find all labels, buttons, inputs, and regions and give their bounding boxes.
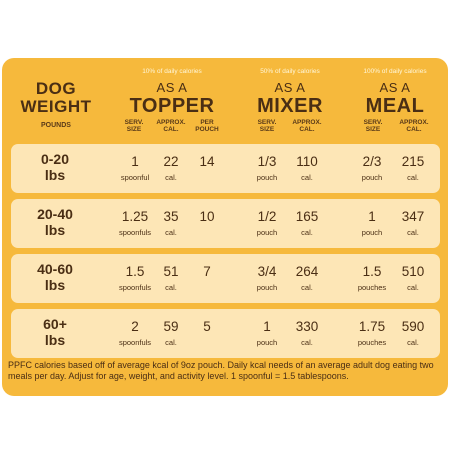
cell-t-cal-u: cal.: [165, 338, 177, 347]
cell-e-cal-u: cal.: [407, 173, 419, 182]
cell-e-serv-u: pouch: [361, 228, 383, 237]
cell-t-serv: 1.25: [121, 209, 149, 224]
cell-t-pouch: 7: [203, 264, 211, 279]
cell-e-serv: 1: [368, 209, 376, 224]
cell-e-serv-u: pouch: [361, 173, 383, 182]
weight-range: 60+ lbs: [43, 316, 67, 349]
cell-m-serv: 1/3: [257, 154, 277, 169]
meal-title: MEAL: [365, 95, 425, 117]
cell-m-cal: 330: [295, 319, 319, 334]
meal-note: 100% of daily calories: [363, 68, 427, 75]
weight-range: 0-20 lbs: [40, 151, 70, 184]
mixer-serv-header: SERV. SIZE: [257, 119, 277, 133]
dog-weight-line1: DOG: [35, 79, 77, 98]
cell-t-cal: 22: [163, 154, 179, 169]
meal-serv-header: SERV. SIZE: [363, 119, 383, 133]
topper-as-a: AS A: [156, 80, 188, 95]
cell-m-cal: 264: [295, 264, 319, 279]
topper-serv-header: SERV. SIZE: [124, 119, 144, 133]
cell-e-serv-u: pouches: [357, 283, 387, 292]
cell-t-serv-u: spoonfuls: [118, 228, 152, 237]
cell-t-serv-u: spoonful: [120, 173, 150, 182]
topper-note: 10% of daily calories: [142, 68, 202, 75]
table-row: 60+ lbs 2 spoonfuls 59 cal. 5 1 pouch 330 cal. 1.75…: [11, 309, 440, 358]
mixer-as-a: AS A: [274, 80, 306, 95]
topper-title: TOPPER: [129, 95, 215, 117]
cell-e-serv: 1.5: [362, 264, 382, 279]
footnote: PPFC calories based off of average kcal …: [8, 360, 434, 382]
cell-t-pouch: 10: [199, 209, 215, 224]
weight-range: 20-40 lbs: [37, 206, 73, 239]
cell-t-serv: 1: [131, 154, 139, 169]
cell-m-cal-u: cal.: [301, 338, 313, 347]
cell-e-cal: 347: [401, 209, 425, 224]
cell-e-cal: 590: [401, 319, 425, 334]
dog-weight-heading: DOG WEIGHT: [16, 80, 96, 116]
cell-e-cal: 215: [401, 154, 425, 169]
cell-m-serv-u: pouch: [256, 283, 278, 292]
cell-t-serv: 2: [131, 319, 139, 334]
cell-e-cal: 510: [401, 264, 425, 279]
cell-t-cal: 35: [163, 209, 179, 224]
table-row: 40-60 lbs 1.5 spoonfuls 51 cal. 7 3/4 pouch 264 ca…: [11, 254, 440, 303]
cell-t-pouch: 5: [203, 319, 211, 334]
topper-pouch-header: PER POUCH: [195, 119, 219, 133]
cell-m-cal-u: cal.: [301, 283, 313, 292]
cell-e-serv: 1.75: [358, 319, 386, 334]
pounds-label: POUNDS: [41, 122, 71, 129]
cell-m-serv: 3/4: [257, 264, 277, 279]
cell-e-cal-u: cal.: [407, 283, 419, 292]
cell-t-serv: 1.5: [125, 264, 145, 279]
cell-e-cal-u: cal.: [407, 228, 419, 237]
cell-m-serv-u: pouch: [256, 228, 278, 237]
cell-m-cal-u: cal.: [301, 228, 313, 237]
cell-t-serv-u: spoonfuls: [118, 283, 152, 292]
cell-t-cal: 51: [163, 264, 179, 279]
cell-t-pouch: 14: [199, 154, 215, 169]
meal-as-a: AS A: [379, 80, 411, 95]
mixer-title: MIXER: [257, 95, 323, 117]
cell-t-cal-u: cal.: [165, 283, 177, 292]
dog-weight-line2: WEIGHT: [20, 96, 92, 116]
cell-e-serv: 2/3: [362, 154, 382, 169]
cell-t-cal-u: cal.: [165, 173, 177, 182]
cell-t-cal-u: cal.: [165, 228, 177, 237]
meal-cal-header: APPROX. CAL.: [399, 119, 429, 133]
table-row: 20-40 lbs 1.25 spoonfuls 35 cal. 10 1/2 pouch 165…: [11, 199, 440, 248]
cell-m-serv-u: pouch: [256, 173, 278, 182]
mixer-note: 50% of daily calories: [260, 68, 320, 75]
cell-m-serv: 1: [263, 319, 271, 334]
mixer-cal-header: APPROX. CAL.: [292, 119, 322, 133]
cell-m-cal: 165: [295, 209, 319, 224]
cell-e-cal-u: cal.: [407, 338, 419, 347]
cell-m-serv: 1/2: [257, 209, 277, 224]
cell-m-cal-u: cal.: [301, 173, 313, 182]
cell-m-serv-u: pouch: [256, 338, 278, 347]
table-row: 0-20 lbs 1 spoonful 22 cal. 14 1/3 pouch 110 cal. 2…: [11, 144, 440, 193]
cell-m-cal: 110: [296, 154, 318, 169]
topper-cal-header: APPROX. CAL.: [156, 119, 186, 133]
cell-e-serv-u: pouches: [357, 338, 387, 347]
cell-t-cal: 59: [163, 319, 179, 334]
cell-t-serv-u: spoonfuls: [118, 338, 152, 347]
feeding-guide-card: DOG WEIGHT POUNDS 10% of daily calories …: [2, 58, 448, 396]
weight-range: 40-60 lbs: [37, 261, 73, 294]
